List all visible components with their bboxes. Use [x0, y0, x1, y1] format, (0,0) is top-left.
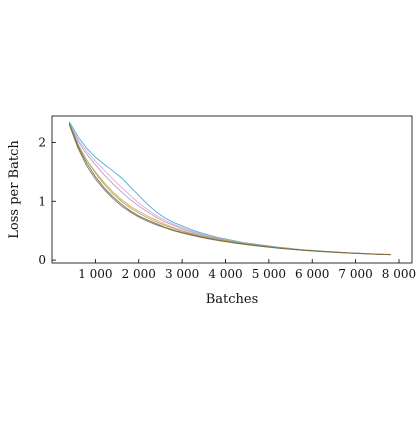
- x-tick-label: 7 000: [338, 267, 372, 281]
- x-tick-label: 1 000: [78, 267, 112, 281]
- x-tick-label: 4 000: [208, 267, 242, 281]
- x-tick-label: 8 000: [382, 267, 416, 281]
- x-axis-label: Batches: [206, 292, 259, 307]
- plot-background: [52, 116, 412, 263]
- x-tick-label: 3 000: [165, 267, 199, 281]
- x-tick-label: 5 000: [252, 267, 286, 281]
- series-line-7: [68, 124, 391, 256]
- series-layer: [68, 121, 391, 256]
- x-tick-label: 6 000: [295, 267, 329, 281]
- y-tick-label: 1: [38, 194, 46, 208]
- y-tick-label: 2: [38, 135, 46, 149]
- x-tick-label: 2 000: [122, 267, 156, 281]
- axes-frame: [51, 115, 413, 264]
- plot-area: [52, 116, 412, 263]
- y-axis-label: Loss per Batch: [7, 140, 22, 239]
- y-tick-label: 0: [38, 253, 46, 267]
- axes-layer: 1 000 2 000 3 000 4 000 5 000 6 000 7 000 8 000…: [38, 115, 416, 281]
